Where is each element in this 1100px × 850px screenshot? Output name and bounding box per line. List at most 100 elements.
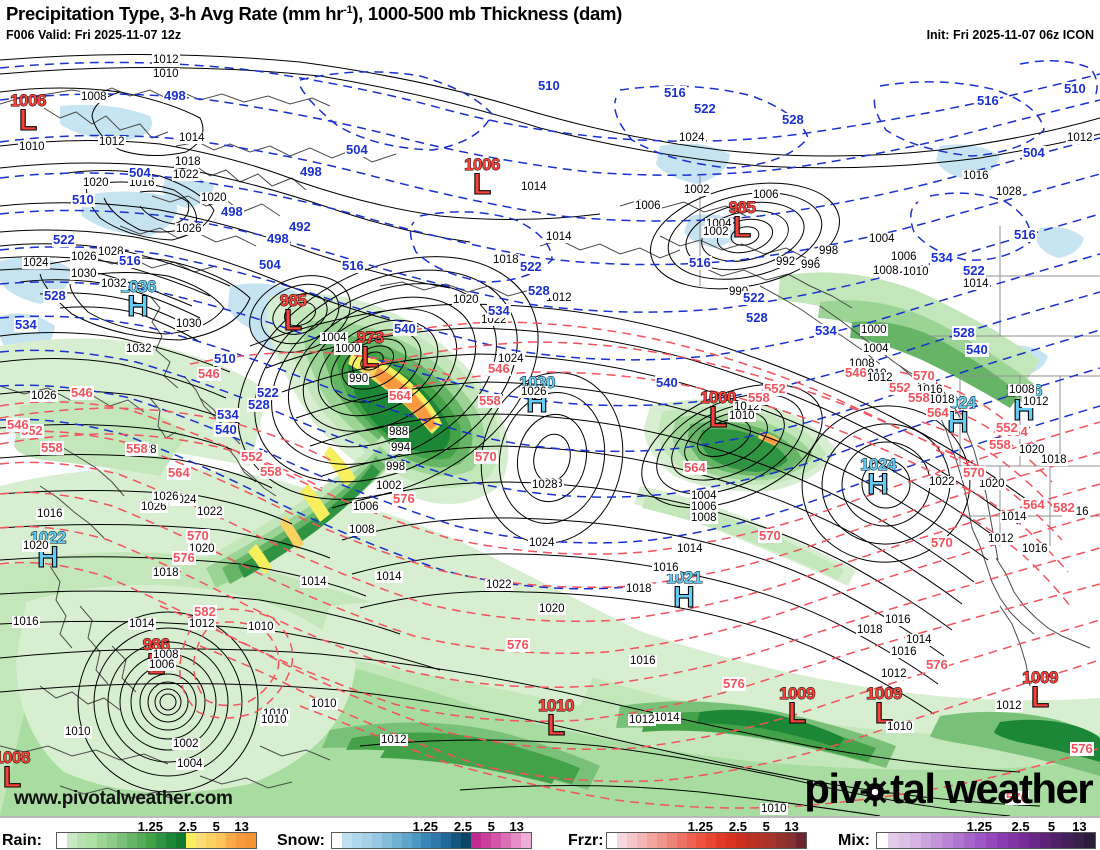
map-canvas[interactable]: 1006 L 1006 L 985 L 1036 H 985 L 973 L 1030 H 1000 L 102… — [0, 46, 1100, 818]
isobar-label: 1032 — [125, 343, 153, 356]
legend-tick: 2.5 — [1011, 819, 1030, 834]
thickness-cold-label: 510 — [1063, 81, 1087, 96]
isobar-label: 1016 — [36, 508, 64, 521]
isobar-label: 1020 — [452, 294, 480, 307]
isobar-label: 990 — [348, 373, 370, 386]
thickness-cold-label: 510 — [537, 78, 561, 93]
isobar-label: 1012 — [995, 700, 1023, 713]
legend-colorbar-mix — [876, 832, 1096, 849]
isobar-label: 1004 — [320, 332, 348, 345]
isobar-label: 992 — [775, 256, 797, 269]
legend-swatch — [520, 833, 531, 848]
thickness-warm-label: 576 — [392, 491, 416, 506]
thickness-cold-label: 504 — [128, 165, 152, 180]
legend-swatch — [1018, 833, 1030, 848]
isobar-label: 1014 — [676, 543, 704, 556]
isobar-label: 1022 — [172, 169, 200, 182]
legend-tick: 2.5 — [178, 819, 197, 834]
thickness-warm-label: 576 — [722, 676, 746, 691]
thickness-warm-label: 564 — [388, 388, 412, 403]
isobar-label: 1008 — [348, 524, 376, 537]
isobar-label: 1030 — [70, 268, 98, 281]
legend-swatch — [1051, 833, 1063, 848]
legend-swatch — [985, 833, 997, 848]
watermark-text-post: tal weather — [890, 765, 1093, 812]
thickness-cold-label: 540 — [655, 375, 679, 390]
isobar-label: 1000 — [334, 343, 362, 356]
legend-tick: 5 — [212, 819, 220, 834]
forecast-valid-time: F006 Valid: Fri 2025-11-07 12z — [6, 28, 182, 42]
legend-ticks-mix: 1.25 2.5 5 13 — [876, 819, 1094, 834]
isobar-label: 1026 — [175, 223, 203, 236]
legend-swatch — [1029, 833, 1041, 848]
pressure-center-low: 1009 L — [1014, 669, 1066, 714]
pressure-value: 1036 — [120, 277, 157, 296]
isobar-label: 998 — [818, 245, 840, 258]
isobar-label: 1020 — [978, 478, 1006, 491]
thickness-warm-label: 546 — [844, 365, 868, 380]
precip-legend: Rain: 1.25 2.5 5 13 Snow: 1.25 2.5 5 13 Frzr: 1.25 2… — [0, 818, 1100, 850]
legend-group-snow: Snow: 1.25 2.5 5 13 — [0, 818, 1100, 850]
legend-swatch — [471, 833, 482, 848]
legend-swatch — [898, 833, 910, 848]
pressure-glyph: H — [673, 581, 696, 614]
thickness-warm-label: 576 — [506, 637, 530, 652]
isobar-label: 1012 — [987, 533, 1015, 546]
isobar-label: 1010 — [902, 266, 930, 279]
thickness-cold-label: 540 — [393, 321, 417, 336]
thickness-warm-label: 570 — [930, 535, 954, 550]
thickness-cold-label: 534 — [930, 250, 954, 265]
legend-swatch — [510, 833, 521, 848]
legend-swatch — [696, 833, 707, 848]
isobar-label: 988 — [388, 426, 410, 439]
isobar-label: 1016 — [890, 646, 918, 659]
thickness-cold-label: 516 — [976, 93, 1000, 108]
legend-tick: 13 — [234, 819, 249, 834]
thickness-cold-label: 498 — [299, 164, 323, 179]
isobar-label: 1014 — [375, 571, 403, 584]
thickness-cold-label: 522 — [962, 263, 986, 278]
isobar-label: 1018 — [152, 567, 180, 580]
thickness-cold-label: 528 — [745, 310, 769, 325]
gear-icon — [860, 772, 890, 807]
thickness-warm-label: 558 — [40, 440, 64, 455]
legend-swatch — [716, 833, 727, 848]
isobar-label: 1012 — [880, 668, 908, 681]
isobar-label: 1032 — [100, 278, 128, 291]
legend-swatch — [126, 833, 137, 848]
isobar-label: 1022 — [928, 476, 956, 489]
thickness-warm-label: 570 — [912, 368, 936, 383]
legend-swatch — [411, 833, 422, 848]
title-superscript: -1 — [343, 3, 353, 16]
thickness-warm-label: 558 — [259, 464, 283, 479]
legend-swatch — [1040, 833, 1052, 848]
isobar-label: 1016 — [1021, 543, 1049, 556]
isobar-label: 1006 — [352, 501, 380, 514]
thickness-cold-label: 528 — [781, 112, 805, 127]
legend-tick: 13 — [509, 819, 524, 834]
isobar-label: 1016 — [12, 616, 40, 629]
model-init-time: Init: Fri 2025-11-07 06z ICON — [926, 28, 1094, 42]
legend-tick: 1.25 — [137, 819, 163, 834]
thickness-cold-label: 528 — [247, 397, 271, 412]
isobar-label: 1030 — [175, 318, 203, 331]
legend-swatch — [964, 833, 976, 848]
legend-swatch — [636, 833, 647, 848]
legend-swatch — [626, 833, 637, 848]
isobar-label: 1012 — [152, 54, 180, 67]
legend-swatch — [66, 833, 77, 848]
legend-swatch — [666, 833, 677, 848]
pressure-value: 1008 — [0, 748, 31, 767]
isobar-label: 1026 — [70, 251, 98, 264]
legend-swatch — [136, 833, 147, 848]
watermark-text-pre: piv — [804, 765, 861, 812]
isobar-label: 998 — [385, 461, 407, 474]
isobar-label: 1006 — [148, 659, 176, 672]
isobar-label: 1010 — [64, 726, 92, 739]
isobar-label: 1006 — [690, 501, 718, 514]
pressure-glyph: L — [732, 211, 752, 244]
isobar-label: 1002 — [375, 480, 403, 493]
legend-swatch — [156, 833, 167, 848]
thickness-warm-label: 570 — [962, 465, 986, 480]
